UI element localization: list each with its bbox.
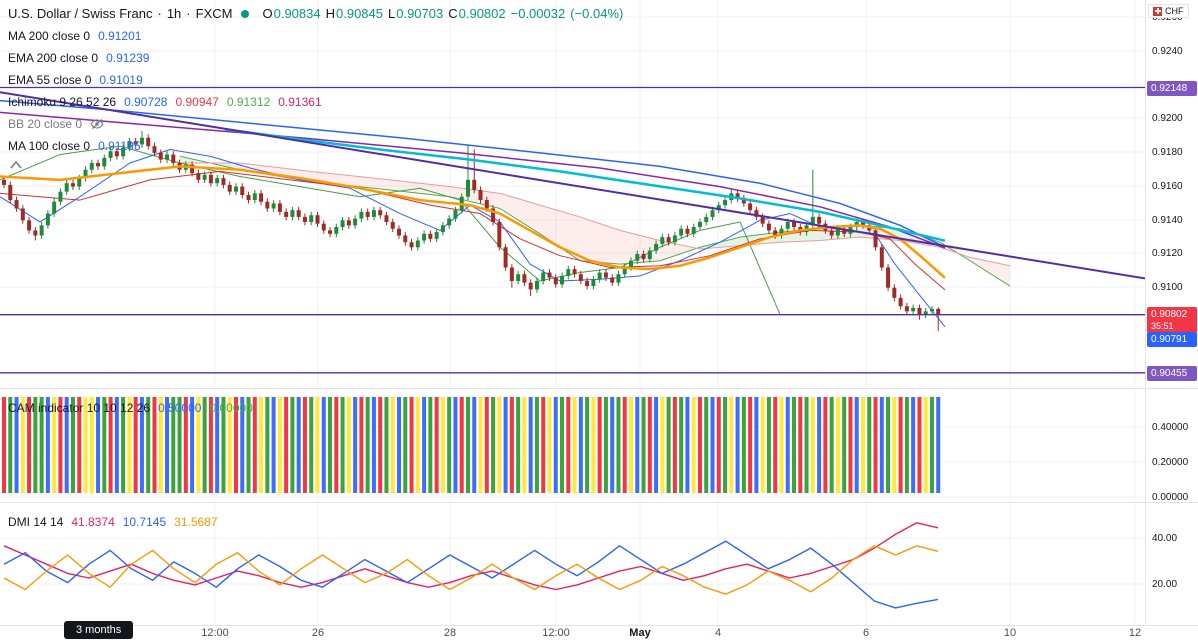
indicator-label: MA 100 close 0 <box>8 139 91 153</box>
open-label: O <box>262 6 273 21</box>
time-tick: 6 <box>862 627 870 639</box>
indicator-value: 0.91195 <box>98 139 141 153</box>
time-tick: 12:00 <box>542 627 570 639</box>
exchange-label[interactable]: FXCM <box>195 6 233 21</box>
eye-off-icon[interactable] <box>90 117 104 131</box>
indicator-value: 0.91019 <box>99 73 143 87</box>
indicator-label: CAM indicator 10 10 12 26 <box>8 401 151 415</box>
indicator-label: EMA 200 close 0 <box>8 51 99 65</box>
low-value: 0.90703 <box>396 6 444 21</box>
price-tick: 0.9200 <box>1152 113 1183 124</box>
price-tick: 0.9120 <box>1152 248 1183 259</box>
indicator-value: 31.5687 <box>174 515 218 529</box>
high-value: 0.90845 <box>336 6 383 21</box>
indicator-legend-row[interactable]: DMI 14 14 41.8374 10.7145 31.5687 <box>8 515 218 529</box>
dmi-indicator-legend[interactable]: DMI 14 14 41.8374 10.7145 31.5687 <box>8 507 218 529</box>
price-axis[interactable]: CHF 0.92600.92400.92200.92000.91800.9160… <box>1146 0 1198 625</box>
currency-label: CHF <box>1165 6 1184 16</box>
separator-dot: · <box>157 6 162 21</box>
price-tick: 20.00 <box>1152 579 1178 590</box>
indicator-value: 0.91361 <box>278 95 322 109</box>
indicator-legend: MA 200 close 0 0.91201 EMA 200 close 0 0.91… <box>8 29 623 153</box>
indicator-value: 0.90947 <box>175 95 219 109</box>
price-tick: 0.40000 <box>1152 422 1189 433</box>
indicator-legend-row[interactable]: EMA 200 close 0 0.91239 <box>8 51 623 65</box>
time-tick: 26 <box>311 627 325 639</box>
indicator-value: 0.91312 <box>226 95 271 109</box>
indicator-value: 10.7145 <box>122 515 167 529</box>
price-tick: 0.9160 <box>1152 181 1183 192</box>
indicator-value: 0.00000 <box>209 401 253 415</box>
indicator-label: DMI 14 14 <box>8 515 64 529</box>
price-tick: 40.00 <box>1152 533 1178 544</box>
cam-indicator-legend[interactable]: CAM indicator 10 10 12 26 0.50000 0.00000 <box>8 393 253 415</box>
close-label: C <box>448 6 458 21</box>
price-tick: 0.9140 <box>1152 215 1183 226</box>
price-badge: 0.90791 <box>1147 332 1197 347</box>
indicator-label: BB 20 close 0 <box>8 117 83 131</box>
indicator-value: 0.90728 <box>124 95 168 109</box>
price-tick: 0.9240 <box>1152 46 1183 57</box>
time-tick: 28 <box>443 627 457 639</box>
change-percent: (−0.04%) <box>570 6 624 21</box>
indicator-legend-row[interactable]: MA 100 close 0 0.91195 <box>8 139 623 153</box>
interval-label[interactable]: 1h <box>166 6 182 21</box>
chart-canvas[interactable] <box>0 0 1145 625</box>
symbol-title[interactable]: U.S. Dollar / Swiss Franc <box>8 6 153 21</box>
indicator-legend-row[interactable]: EMA 55 close 0 0.91019 <box>8 73 623 87</box>
indicator-legend-row[interactable]: Ichimoku 9 26 52 26 0.90728 0.90947 0.91312… <box>8 95 623 109</box>
time-tick: 12:00 <box>201 627 229 639</box>
close-value: 0.90802 <box>458 6 506 21</box>
indicator-label: MA 200 close 0 <box>8 29 91 43</box>
indicator-value: 0.50000 <box>158 401 202 415</box>
market-status-icon[interactable] <box>241 9 250 18</box>
legend-collapse-icon[interactable] <box>8 159 24 171</box>
indicator-value: 41.8374 <box>71 515 115 529</box>
price-tick: 0.20000 <box>1152 457 1189 468</box>
ohlc-values: O 0.90834 H 0.90845 L 0.90703 C 0.90802 −0.0… <box>262 6 623 21</box>
currency-chip[interactable]: CHF <box>1148 4 1189 18</box>
indicator-legend-row[interactable]: MA 200 close 0 0.91201 <box>8 29 623 43</box>
open-value: 0.90834 <box>273 6 321 21</box>
price-tick: 0.00000 <box>1152 492 1189 503</box>
axis-header: CHF <box>1148 4 1189 18</box>
bar-countdown: 35:51 <box>1151 321 1174 331</box>
price-badge: 0.90802 35:51 <box>1147 307 1197 333</box>
pane-separator[interactable] <box>0 502 1198 503</box>
price-tick: 0.9180 <box>1152 147 1183 158</box>
time-tick: 10 <box>1003 627 1017 639</box>
low-label: L <box>388 6 396 21</box>
indicator-value: 0.91239 <box>106 51 150 65</box>
change-value: −0.00032 <box>510 6 566 21</box>
time-axis[interactable]: 12:00 26 28 12:00 May 4 6 10 12 <box>0 625 1198 640</box>
time-tick: 4 <box>714 627 722 639</box>
price-axis-border <box>1145 0 1146 625</box>
time-tick: May <box>629 627 651 639</box>
price-badge: 0.90455 <box>1147 366 1197 381</box>
indicator-label: EMA 55 close 0 <box>8 73 92 87</box>
indicator-legend-row[interactable]: CAM indicator 10 10 12 26 0.50000 0.00000 <box>8 401 253 415</box>
indicator-legend-row[interactable]: BB 20 close 0 <box>8 117 623 131</box>
pane-separator[interactable] <box>0 388 1198 389</box>
range-tooltip: 3 months <box>64 621 134 639</box>
price-tick: 0.9100 <box>1152 282 1183 293</box>
time-tick: 12 <box>1128 627 1142 639</box>
price-badge: 0.92148 <box>1147 81 1197 96</box>
separator-dot: · <box>186 6 191 21</box>
indicator-label: Ichimoku 9 26 52 26 <box>8 95 117 109</box>
chf-flag-icon <box>1153 6 1162 16</box>
high-label: H <box>325 6 335 21</box>
indicator-value: 0.91201 <box>98 29 142 43</box>
